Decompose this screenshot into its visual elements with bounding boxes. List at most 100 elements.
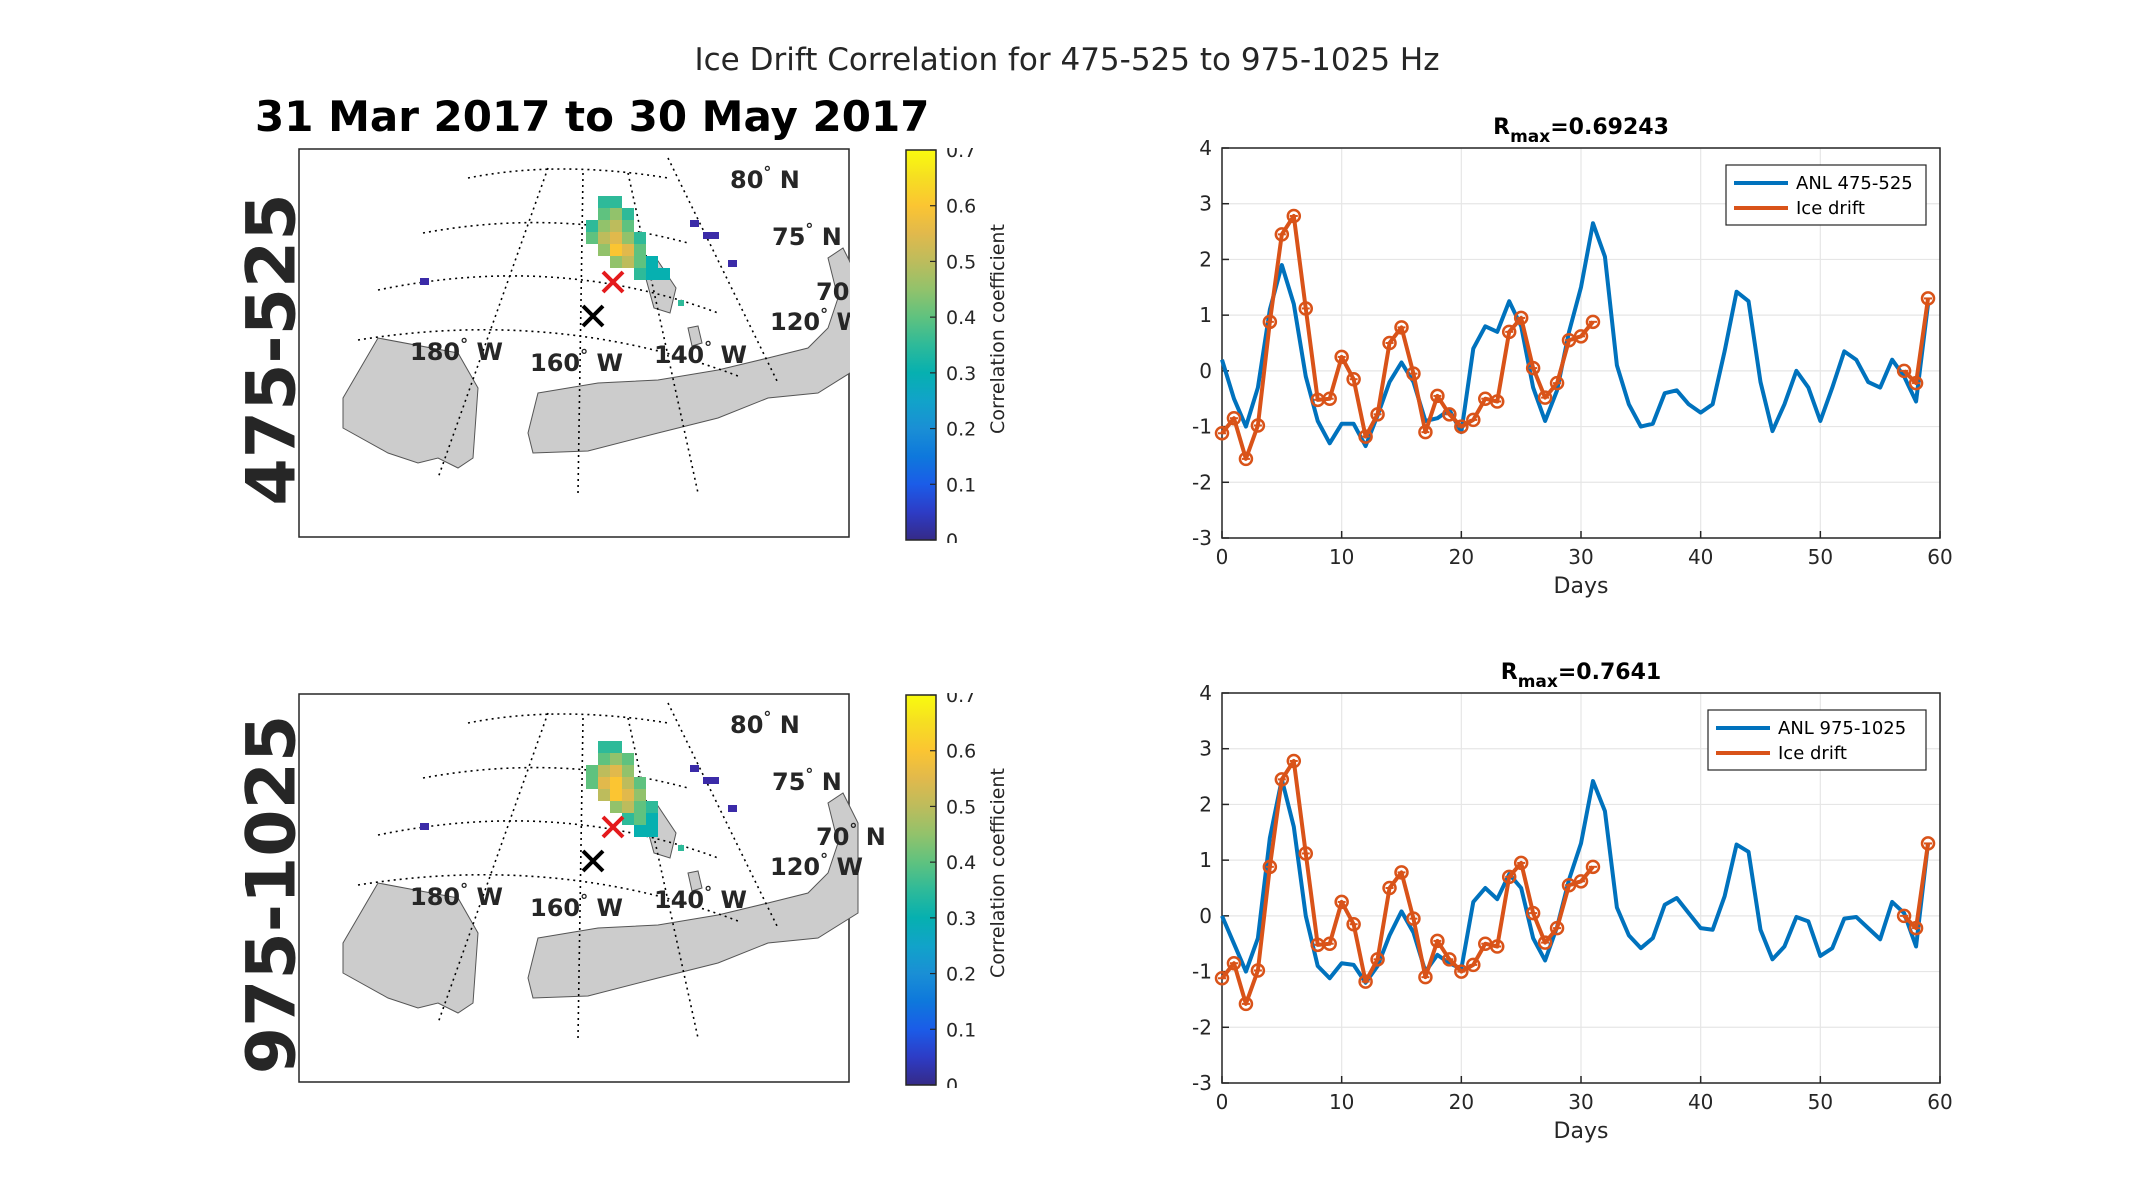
correlation-cell: [598, 220, 610, 232]
data-point-marker: [1513, 855, 1529, 871]
data-point-marker: [1442, 407, 1457, 422]
correlation-cell: [610, 801, 622, 813]
x-axis-label: Days: [1554, 574, 1609, 599]
x-tick-label: 10: [1329, 545, 1354, 569]
correlation-cell: [610, 753, 622, 765]
correlation-cell: [598, 196, 610, 208]
alaska-west-land: [342, 882, 479, 1014]
black-x-marker: [581, 849, 605, 873]
data-point-marker: [1920, 836, 1936, 851]
x-tick-label: 50: [1808, 1090, 1833, 1114]
correlation-cell: [634, 813, 646, 825]
data-point-marker: [1454, 964, 1469, 979]
low-correlation-cell: [420, 823, 429, 830]
correlation-cell: [610, 777, 622, 789]
y-tick-label: 0: [1199, 904, 1212, 928]
data-point-marker: [1394, 320, 1409, 335]
small-island-land: [687, 870, 703, 892]
data-point-marker: [1501, 869, 1517, 885]
colorbar-tick-label: 0.7: [946, 693, 976, 707]
colorbar-bottom: 0 0.1 0.2 0.3 0.4 0.5 0.6 0.7: [904, 685, 1024, 1097]
low-correlation-cell: [703, 777, 712, 784]
data-point-marker: [1573, 329, 1589, 344]
data-point-marker: [1430, 933, 1445, 949]
colorbar-tick-label: 0.6: [946, 741, 976, 763]
legend-label: ANL 475-525: [1796, 173, 1913, 194]
low-correlation-cell: [728, 260, 737, 267]
x-tick-label: 60: [1927, 545, 1952, 569]
correlation-cell: [622, 220, 634, 232]
correlation-cell: [646, 813, 658, 825]
correlation-cell: [622, 813, 634, 825]
data-point-marker: [1537, 935, 1553, 950]
x-tick-label: 20: [1449, 1090, 1474, 1114]
data-point-marker: [1442, 952, 1457, 967]
legend-label: ANL 975-1025: [1778, 718, 1906, 739]
correlation-cell: [598, 232, 610, 244]
red-x-marker: [601, 270, 625, 294]
meridian-140: [627, 717, 699, 1039]
correlation-cell: [586, 765, 598, 777]
low-correlation-cell: [728, 805, 737, 812]
x-tick-label: 20: [1449, 545, 1474, 569]
data-point-marker: [1274, 772, 1290, 787]
data-point-marker: [1358, 429, 1373, 444]
data-point-marker: [1394, 865, 1409, 880]
colorbar-bottom-svg: 0 0.1 0.2 0.3 0.4 0.5 0.6 0.7: [905, 685, 976, 1097]
data-point-marker: [1454, 419, 1469, 434]
x-tick-label: 60: [1927, 1090, 1952, 1114]
small-island-land: [687, 325, 703, 347]
colorbar-label-top: Correlation coefficient: [987, 224, 1009, 434]
data-point-marker: [1322, 936, 1337, 951]
latitude-line-70: [377, 275, 719, 314]
data-point-marker: [1382, 335, 1397, 351]
data-point-marker: [1418, 969, 1433, 985]
x-tick-label: 40: [1688, 545, 1713, 569]
chart-title: Rmax=0.7641: [1501, 660, 1661, 692]
correlation-cell: [622, 244, 634, 256]
data-point-marker: [1489, 394, 1505, 409]
correlation-cell: [598, 765, 610, 777]
y-tick-label: 4: [1199, 681, 1212, 705]
series-line-1: [1220, 758, 1595, 1006]
data-point-marker: [1908, 920, 1924, 936]
y-tick-label: -3: [1192, 1071, 1212, 1095]
x-tick-label: 30: [1568, 1090, 1593, 1114]
latitude-label: 70° N: [816, 820, 886, 851]
map-panel-bottom: 80° N 75° N 70° N 180° W 160° W 140° W 120° W: [298, 693, 888, 1083]
legend-label: Ice drift: [1796, 198, 1865, 219]
figure-title: Ice Drift Correlation for 475-525 to 975…: [694, 42, 1440, 78]
y-tick-label: 3: [1199, 737, 1212, 761]
data-point-marker: [1262, 859, 1278, 875]
colorbar-label-bottom: Correlation coefficient: [987, 768, 1009, 978]
x-axis-label: Days: [1554, 1119, 1609, 1144]
meridian-140: [627, 172, 699, 494]
data-point-marker: [1585, 314, 1601, 330]
longitude-label: 140° W: [654, 338, 747, 369]
data-point-marker: [1573, 874, 1589, 889]
correlation-cell: [634, 244, 646, 256]
colorbar-top: 0 0.1 0.2 0.3 0.4 0.5 0.6 0.7: [904, 140, 1024, 552]
colorbar-tick-label: 0.2: [946, 419, 976, 441]
data-point-marker: [1406, 911, 1421, 926]
colorbar-tick-label: 0.1: [946, 1019, 976, 1041]
low-correlation-cell: [710, 777, 719, 784]
colorbar-gradient: [905, 149, 937, 541]
data-point-marker: [1896, 363, 1912, 379]
colorbar-tick-label: 0: [946, 530, 958, 543]
data-point-marker: [1382, 880, 1397, 896]
data-point-marker: [1286, 208, 1302, 224]
low-correlation-cell: [710, 232, 719, 239]
correlation-cell: [634, 777, 646, 789]
black-x-marker: [581, 304, 605, 328]
correlation-cell: [598, 753, 610, 765]
scatter-cell: [678, 300, 684, 306]
correlation-cell: [634, 268, 646, 280]
scatter-cell: [678, 845, 684, 851]
correlation-cell: [598, 244, 610, 256]
data-point-marker: [1238, 996, 1254, 1012]
colorbar-tick-label: 0.4: [946, 852, 976, 874]
line-chart-top: 0 10 20 30 40 50 60 -3 -2 -1 0 1 2 3 4 Days Rmax=0.69243…: [1170, 100, 1970, 620]
x-tick-label: 0: [1216, 1090, 1229, 1114]
